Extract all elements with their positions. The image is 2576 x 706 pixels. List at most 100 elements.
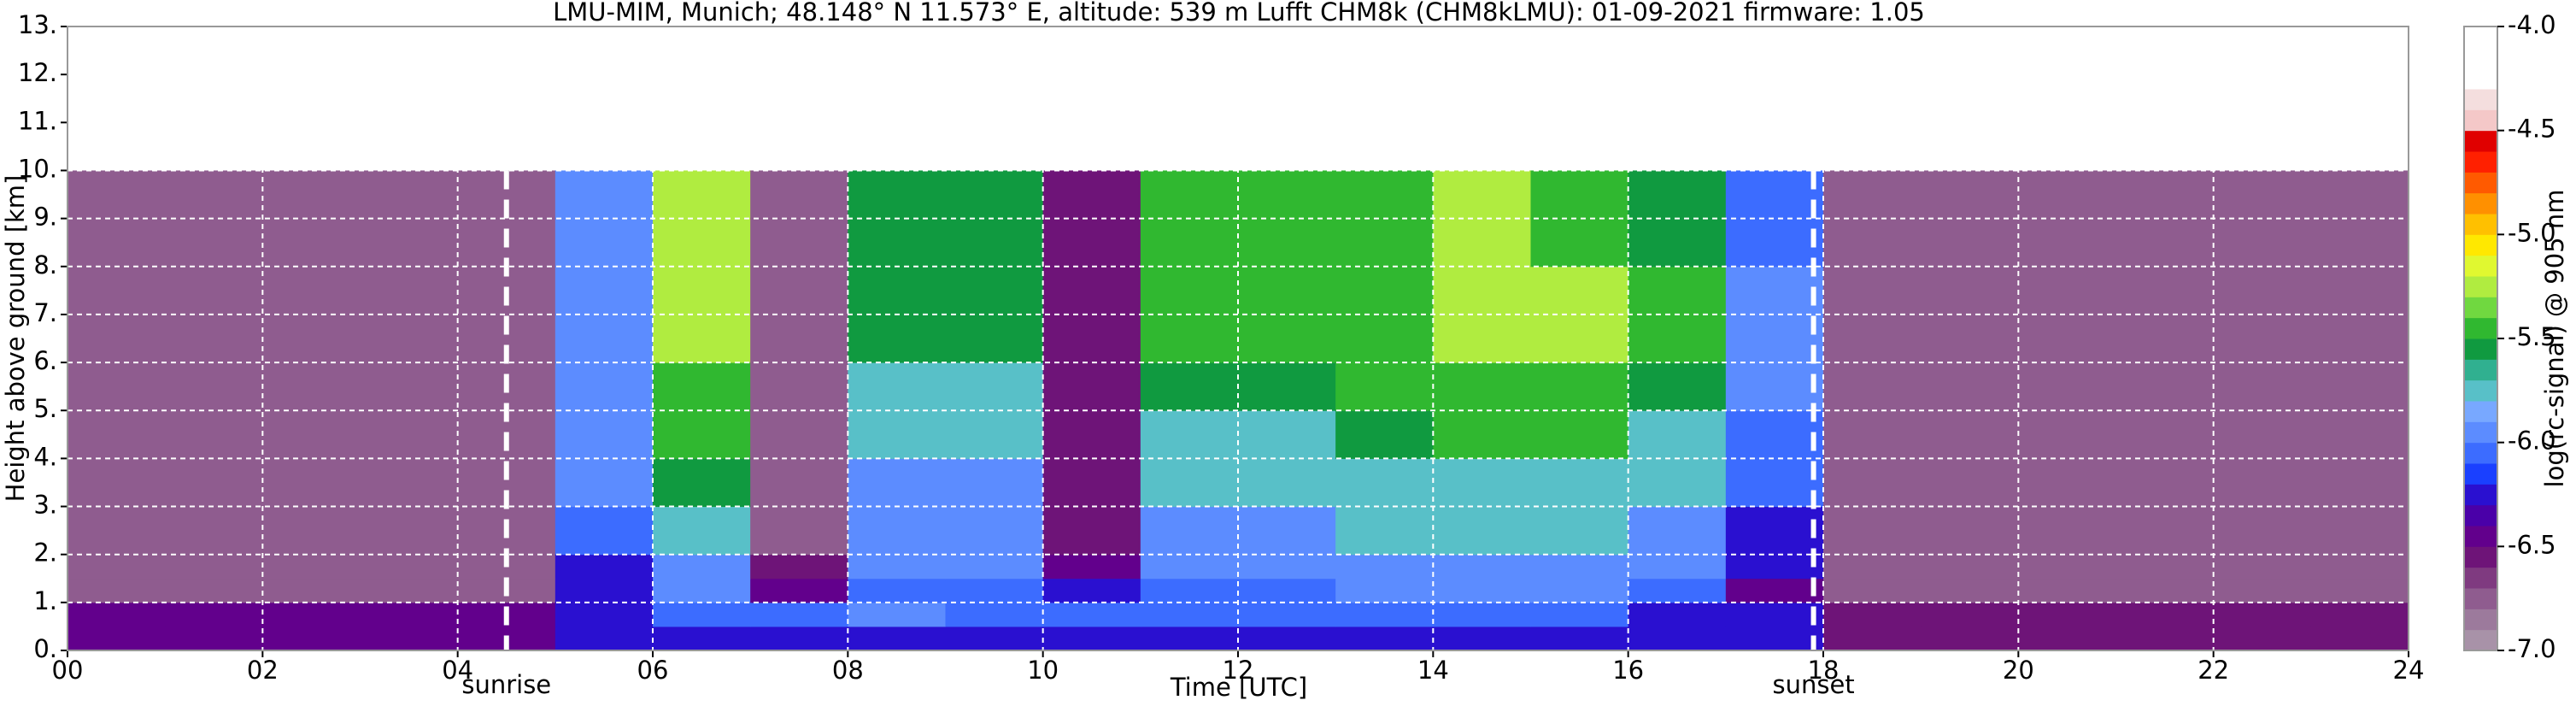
heatmap-cell [1042,578,1141,603]
heatmap-cell [2310,578,2409,603]
heatmap-cell [1823,554,1922,580]
heatmap-cell [1335,554,1434,580]
heatmap-cell [848,362,946,411]
heatmap-cell [1921,362,2019,411]
heatmap-cell [2018,602,2116,627]
colorbar-cell [2464,192,2497,215]
y-tick-label: 11. [18,106,57,135]
colorbar-tick-label: -6.0 [2508,427,2556,456]
heatmap-cell [2310,410,2409,459]
heatmap-cell [360,362,459,411]
heatmap-cell [653,578,751,603]
heatmap-cell [2213,602,2312,627]
colorbar-cell [2464,526,2497,547]
heatmap-cell [1335,506,1434,556]
heatmap-cell [945,506,1044,556]
heatmap-cell [2115,362,2215,411]
x-tick-label: 14 [1417,656,1449,685]
colorbar-cell [2464,26,2497,48]
y-tick-label: 8. [33,250,57,279]
heatmap-cell [2310,626,2409,651]
colorbar-tick-label: -7.0 [2508,634,2556,663]
colorbar-cell [2464,214,2497,235]
heatmap-cell [1628,458,1727,508]
heatmap-cell [1628,602,1727,627]
heatmap-cell [1238,626,1336,651]
heatmap-cell [2018,458,2116,508]
heatmap-cell [848,554,946,580]
heatmap-cell [360,410,459,459]
heatmap-cell [1725,578,1824,603]
x-tick-label: 04 [442,656,473,685]
colorbar-cell [2464,151,2497,173]
heatmap-cell [1823,362,1922,411]
heatmap-cell [67,554,166,580]
y-tick-label: 4. [33,442,57,471]
heatmap-cell [1042,626,1141,651]
heatmap-cell [67,602,166,627]
heatmap-cell [1238,506,1336,556]
colorbar-cell [2464,297,2497,319]
heatmap-cell [1238,458,1336,508]
heatmap-cell [1140,410,1239,459]
heatmap-cell [848,506,946,556]
heatmap-cell [945,362,1044,411]
heatmap-cell [2018,626,2116,651]
colorbar-cell [2464,567,2497,589]
heatmap-cell [750,554,848,580]
heatmap-cell [848,458,946,508]
heatmap-cell [555,362,654,411]
colorbar-tick-label: -6.5 [2508,530,2556,559]
heatmap-cell [555,458,654,508]
x-tick-label: 06 [637,656,669,685]
heatmap-cell [360,458,459,508]
heatmap-cell [2115,410,2215,459]
heatmap-cell [1433,410,1531,459]
heatmap-cell [848,626,946,651]
heatmap-cell [1823,578,1922,603]
x-tick-label: 12 [1223,656,1254,685]
y-tick-label: 10. [18,154,57,183]
heatmap-cell [1530,506,1629,556]
heatmap-cell [653,554,751,580]
heatmap-cell [1921,626,2019,651]
heatmap-cell [165,410,263,459]
heatmap-cell [1433,506,1531,556]
heatmap-cell [1335,626,1434,651]
heatmap-cell [67,458,166,508]
heatmap-cell [1530,578,1629,603]
heatmap-cell [262,578,361,603]
colorbar-label: log(rc-signal) @ 905 nm [2540,190,2569,488]
heatmap-cell [1530,410,1629,459]
heatmap-cell [2213,362,2312,411]
heatmap-cell [2018,410,2116,459]
heatmap-cell [360,506,459,556]
heatmap-cell [165,506,263,556]
heatmap-cell [1238,362,1336,411]
colorbar-cell [2464,276,2497,297]
colorbar-cell [2464,68,2497,90]
heatmap-cell [1823,410,1922,459]
heatmap-cell [555,410,654,459]
heatmap-cell [653,410,751,459]
colorbar-cell [2464,47,2497,69]
x-tick-label: 24 [2393,656,2425,685]
heatmap-cell [67,410,166,459]
x-tick-label: 10 [1027,656,1059,685]
heatmap-cell [2310,554,2409,580]
heatmap-cell [67,362,166,411]
heatmap-cell [945,626,1044,651]
heatmap-cell [1042,602,1141,627]
y-tick-label: 3. [33,491,57,520]
heatmap-cell [262,626,361,651]
heatmap-cell [1921,578,2019,603]
heatmap-cell [1530,362,1629,411]
heatmap-cell [750,626,848,651]
heatmap-cell [848,578,946,603]
heatmap-cell [1140,362,1239,411]
plot-frame [67,26,2409,651]
heatmap-cell [1725,410,1824,459]
heatmap-cell [1530,626,1629,651]
heatmap-cell [2213,458,2312,508]
heatmap-cell [653,458,751,508]
